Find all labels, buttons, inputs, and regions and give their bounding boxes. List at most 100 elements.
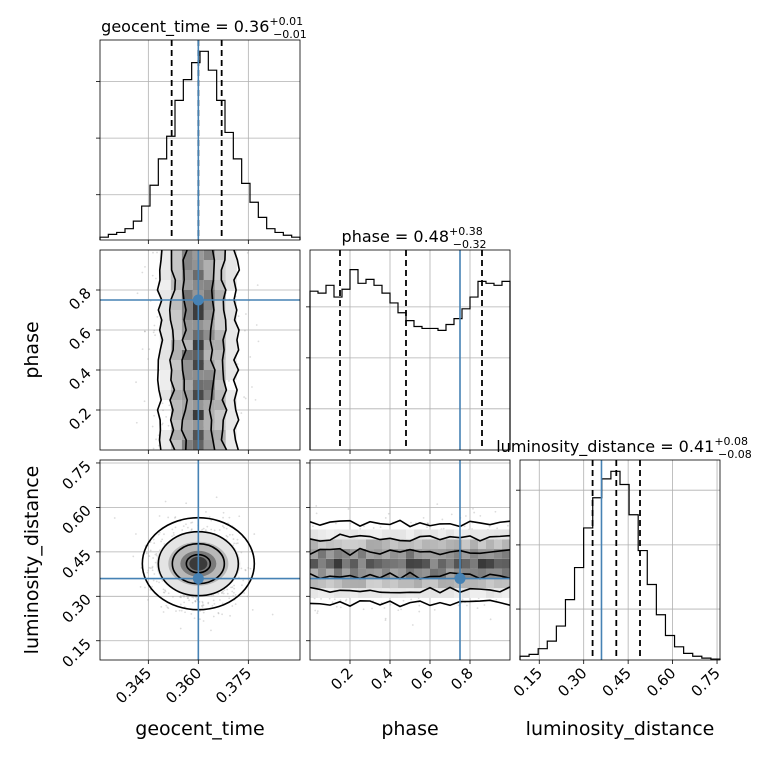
density-cell — [170, 330, 182, 340]
sample-point — [164, 590, 167, 593]
density-cell — [159, 440, 171, 450]
density-cell — [406, 549, 414, 559]
density-cell — [225, 390, 237, 400]
density-cell — [203, 390, 215, 400]
sample-point — [463, 525, 466, 528]
density-cell — [181, 250, 193, 260]
sample-point — [372, 527, 375, 529]
density-cell — [326, 588, 334, 598]
sample-point — [210, 519, 213, 522]
density-cell — [181, 320, 193, 330]
sample-point — [345, 598, 348, 601]
density-cell — [358, 568, 366, 579]
density-cell — [494, 549, 502, 559]
density-cell — [181, 310, 193, 320]
sample-point — [450, 513, 453, 516]
sample-point — [249, 356, 252, 358]
sample-point — [433, 609, 436, 611]
density-cell — [225, 330, 237, 340]
sample-point — [153, 329, 156, 332]
sample-point — [160, 540, 163, 543]
density-panel-geocent_time-vs-phase — [96, 249, 301, 454]
density-cell — [203, 300, 215, 310]
contour-outer-top — [310, 519, 510, 528]
title-main: geocent_time = 0.36 — [101, 17, 269, 37]
density-cell — [478, 588, 486, 598]
y-tick-label: 0.30 — [58, 590, 94, 626]
sample-point — [148, 555, 151, 557]
sample-point — [256, 284, 259, 287]
sample-point — [494, 510, 497, 513]
sample-point — [201, 528, 204, 531]
sample-point — [155, 553, 158, 555]
density-cell — [462, 529, 470, 540]
density-cell — [350, 578, 358, 589]
sample-point — [190, 613, 193, 615]
sample-point — [151, 565, 154, 568]
sample-point — [158, 531, 161, 534]
density-cell — [203, 310, 215, 320]
sample-point — [255, 324, 258, 326]
sample-point — [205, 511, 207, 513]
y-tick-label: 0.6 — [65, 324, 95, 354]
y-tick-label: 0.75 — [58, 457, 94, 493]
sample-point — [190, 529, 193, 531]
density-cell — [446, 588, 454, 598]
density-cell — [214, 380, 226, 390]
sample-point — [185, 502, 188, 505]
density-content — [135, 250, 260, 450]
sample-point — [174, 516, 176, 519]
sample-point — [187, 597, 189, 599]
sample-point — [217, 611, 220, 614]
contour-mid-right — [220, 250, 228, 450]
density-cell — [382, 549, 390, 559]
sample-point — [363, 525, 365, 528]
density-cell — [342, 549, 350, 559]
density-cell — [390, 549, 398, 559]
density-cell — [470, 588, 478, 598]
truth-marker — [192, 294, 204, 306]
sample-point — [139, 585, 142, 588]
sample-point — [240, 412, 243, 414]
sample-point — [221, 602, 224, 605]
density-cell — [181, 330, 193, 340]
sample-point — [383, 607, 386, 609]
y-tick-label: 0.15 — [58, 635, 94, 671]
density-cell — [406, 539, 414, 550]
title-sub: −0.08 — [718, 448, 752, 461]
density-cell — [486, 529, 494, 540]
density-cell — [181, 360, 193, 370]
density-cell — [502, 578, 510, 589]
density-panel-geocent_time-vs-luminosity_distance — [96, 459, 301, 664]
sample-point — [167, 516, 170, 519]
sample-point — [144, 265, 146, 268]
density-cell — [214, 430, 226, 440]
sample-point — [154, 277, 157, 280]
density-cell — [478, 558, 486, 569]
sample-point — [400, 608, 402, 611]
density-cell — [438, 558, 446, 569]
x-axis-label-geocent_time: geocent_time — [135, 718, 264, 740]
sample-point — [151, 566, 154, 569]
title-main: phase = 0.48 — [342, 227, 449, 246]
sample-point — [163, 533, 165, 536]
density-cell — [214, 290, 226, 300]
density-cell — [374, 568, 382, 579]
density-cell — [159, 270, 171, 280]
density-cell — [214, 360, 226, 370]
sample-point — [427, 522, 429, 525]
contour-inner-top — [310, 547, 510, 557]
sample-point — [227, 380, 230, 382]
density-cell — [366, 529, 374, 540]
sample-point — [135, 421, 138, 424]
density-cell — [159, 430, 171, 440]
sample-point — [466, 604, 468, 607]
y-tick-label: 0.4 — [65, 364, 95, 394]
density-cell — [225, 260, 237, 270]
sample-point — [204, 529, 207, 532]
sample-point — [213, 529, 216, 532]
density-cell — [225, 440, 237, 450]
density-cell — [462, 539, 470, 550]
sample-point — [168, 404, 171, 407]
sample-point — [161, 422, 164, 425]
